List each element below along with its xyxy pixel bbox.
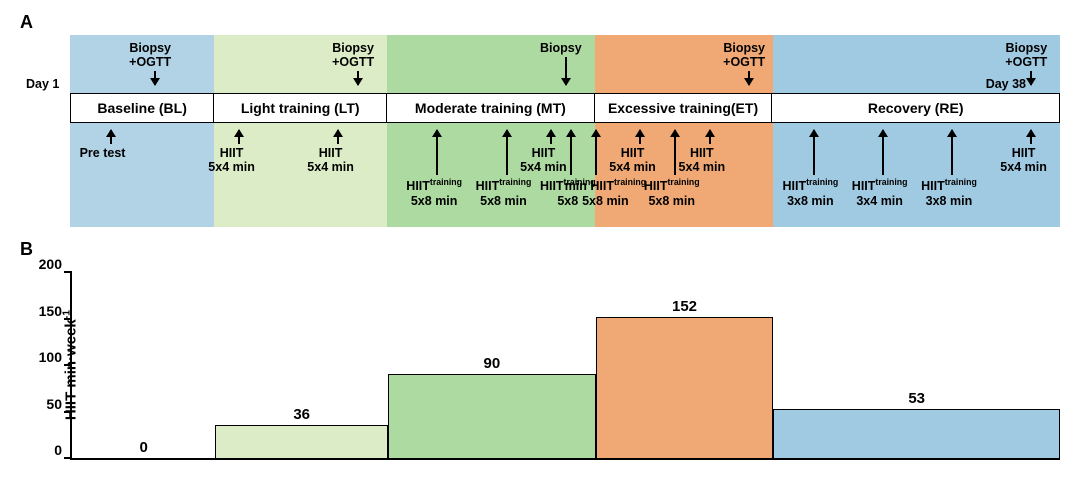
arrow-up-icon [550,130,552,144]
y-tick-label: 200 [39,256,72,272]
arrow-up-icon [1030,130,1032,144]
arrow-up-icon [238,130,240,144]
bar-value-label: 53 [773,390,1060,407]
arrow-up-icon [639,130,641,144]
hiit-label: HIITtraining3x8 min [921,177,977,208]
bar-value-label: 36 [215,406,388,423]
y-tick-label: 50 [46,396,72,412]
phase-box-lt: Light training (LT) [214,94,387,122]
hiit-label: HIITtraining5x8 min [476,177,532,208]
biopsy-label: Biopsy+OGTT [723,41,765,70]
bar-column-et: 152 [596,272,774,458]
timeline: Day 1 Day 38 Baseline (BL)Light training… [20,35,1060,227]
phase-box-re: Recovery (RE) [772,94,1059,122]
hiit-label: HIIT5x4 min [208,146,255,175]
bar-chart: HIIT min·week-1 0369015253 050100150200 [20,262,1060,482]
arrow-down-icon [357,71,359,85]
biopsy-label: Biopsy [540,41,582,55]
arrow-down-icon [154,71,156,85]
bar-et [596,317,774,458]
hiit-label: HIITtraining3x4 min [852,177,908,208]
bar-column-bl: 0 [72,272,215,458]
hiit-label: HIITtraining3x8 min [783,177,839,208]
panel-b-label: B [20,239,1060,260]
arrow-up-icon [709,130,711,144]
bars-container: 036 90 152 53 [72,272,1060,458]
arrow-up-icon [506,130,508,175]
hiit-label: HIIT5x4 min [307,146,354,175]
arrow-up-icon [570,130,572,175]
biopsy-label: Biopsy+OGTT [1005,41,1047,70]
bar-column-mt: 90 [388,272,595,458]
arrow-up-icon [674,130,676,175]
arrow-up-icon [337,130,339,144]
arrow-up-icon [436,130,438,175]
arrow-down-icon [1030,71,1032,85]
hiit-label: HIIT5x4 min [679,146,726,175]
y-tick-label: 100 [39,349,72,365]
arrow-up-icon [951,130,953,175]
phase-boxes: Baseline (BL)Light training (LT)Moderate… [70,93,1060,123]
bar-lt [215,425,388,458]
bar-value-label: 0 [72,439,215,456]
bar-column-re: 53 [773,272,1060,458]
day-end-label: Day 38 [986,77,1026,91]
arrow-down-icon [748,71,750,85]
hiit-label: HIIT5x4 min [1000,146,1047,175]
biopsy-label: Biopsy+OGTT [332,41,374,70]
phase-box-mt: Moderate training (MT) [387,94,594,122]
bar-re [773,409,1060,458]
y-tick-label: 0 [54,442,72,458]
hiit-label: HIIT5x4 min [520,146,567,175]
bar-mt [388,374,595,458]
biopsy-label: Biopsy+OGTT [129,41,171,70]
hiit-label: min HIITtraining5x8 min [565,177,646,208]
phase-box-bl: Baseline (BL) [71,94,214,122]
y-tick-label: 150 [39,303,72,319]
arrow-up-icon [882,130,884,175]
arrow-up-icon [813,130,815,175]
bar-value-label: 152 [596,298,774,315]
day-start-label: Day 1 [26,77,59,91]
bar-value-label: 90 [388,355,595,372]
arrow-up-icon [110,130,112,144]
panel-a-label: A [20,12,1060,33]
hiit-label: HIITtraining5x8 min [644,177,700,208]
phase-box-et: Excessive training(ET) [595,94,773,122]
bar-column-lt: 36 [215,272,388,458]
hiit-label: HIIT5x4 min [609,146,656,175]
hiit-label: HIITtraining5x8 min [406,177,462,208]
arrow-down-icon [565,57,567,85]
arrow-up-icon [595,130,597,175]
hiit-label: Pre test [80,146,126,160]
